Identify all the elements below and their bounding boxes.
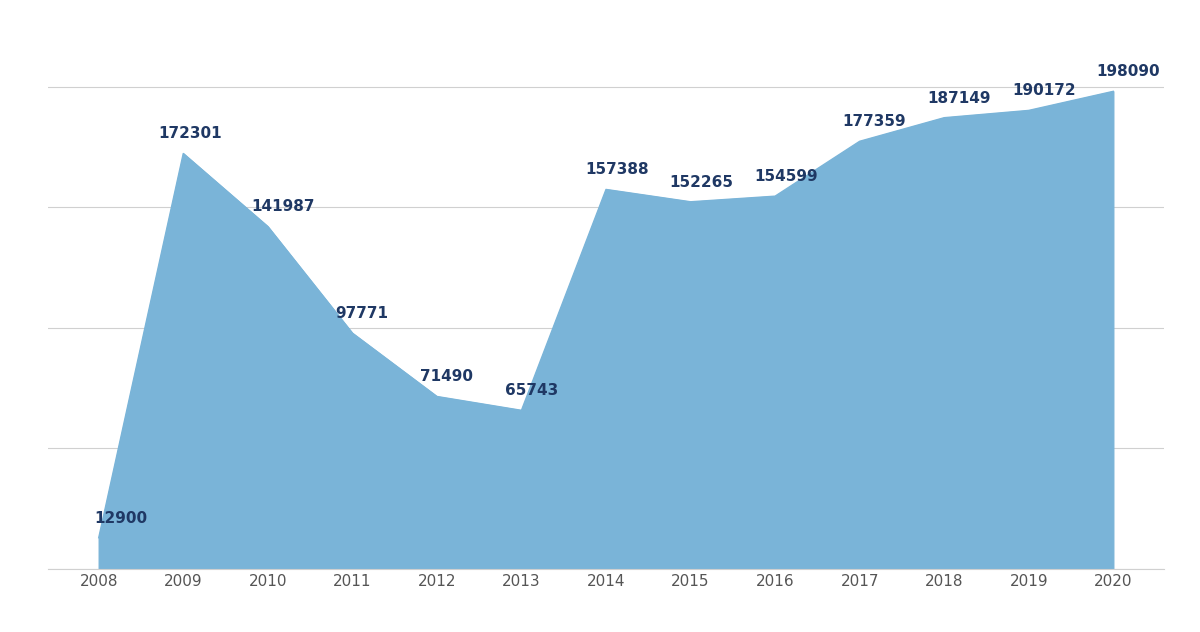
Text: 12900: 12900 <box>95 511 148 526</box>
Text: 190172: 190172 <box>1012 83 1075 99</box>
Text: 198090: 198090 <box>1097 64 1160 79</box>
Text: 154599: 154599 <box>754 169 817 184</box>
Text: 152265: 152265 <box>670 174 733 190</box>
Text: 187149: 187149 <box>928 90 991 106</box>
Text: 97771: 97771 <box>336 306 389 321</box>
Text: 157388: 157388 <box>584 162 648 178</box>
Text: 65743: 65743 <box>504 383 558 398</box>
Text: 172301: 172301 <box>158 126 222 142</box>
Text: 71490: 71490 <box>420 370 473 384</box>
Text: 141987: 141987 <box>251 200 314 214</box>
Text: 177359: 177359 <box>842 114 906 129</box>
